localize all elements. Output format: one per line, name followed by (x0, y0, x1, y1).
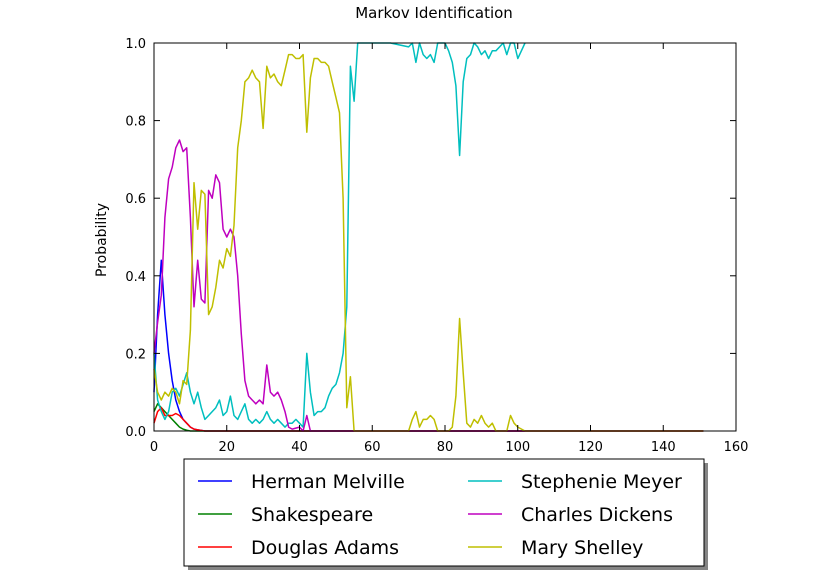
y-axis-label: Probability (94, 203, 110, 277)
x-tick-label: 40 (291, 440, 308, 455)
x-tick-label: 60 (364, 440, 381, 455)
series-line-mary-shelley (153, 53, 704, 432)
legend-label-douglas-adams: Douglas Adams (251, 537, 399, 559)
x-tick-label: 140 (651, 440, 676, 455)
y-tick-label: 0.8 (125, 115, 146, 130)
y-tick-label: 0.2 (125, 347, 146, 362)
x-tick-label: 80 (437, 440, 454, 455)
series-lines (153, 42, 704, 432)
legend-label-mary-shelley: Mary Shelley (521, 537, 643, 559)
plot-area: 0 20 40 60 80 100 120 140 160 0.0 0.2 0.4 0.6 0.8 1.0 (125, 37, 748, 455)
y-tick-label: 0.6 (125, 192, 146, 207)
series-line-douglas-adams (153, 406, 704, 432)
chart-title: Markov Identification (355, 4, 513, 22)
x-axis-ticks: 0 20 40 60 80 100 120 140 160 (150, 43, 749, 455)
series-line-shakespeare (153, 403, 704, 432)
y-tick-label: 0.0 (125, 425, 146, 440)
x-tick-label: 100 (505, 440, 530, 455)
series-line-charles-dickens (153, 139, 704, 432)
legend: Herman Melville Shakespeare Douglas Adams S… (183, 458, 708, 570)
y-tick-label: 0.4 (125, 270, 146, 285)
y-tick-label: 1.0 (125, 37, 146, 52)
legend-frame (183, 458, 705, 567)
x-tick-label: 120 (578, 440, 603, 455)
plot-border (153, 42, 737, 432)
legend-label-stephenie-meyer: Stephenie Meyer (521, 471, 682, 493)
series-line-stephenie-meyer (153, 42, 526, 428)
legend-label-charles-dickens: Charles Dickens (521, 504, 673, 526)
plot-frame (153, 42, 737, 432)
x-tick-label: 20 (218, 440, 235, 455)
x-tick-label: 160 (724, 440, 749, 455)
x-tick-label: 0 (150, 440, 158, 455)
legend-label-herman-melville: Herman Melville (251, 471, 405, 493)
legend-label-shakespeare: Shakespeare (251, 504, 373, 526)
